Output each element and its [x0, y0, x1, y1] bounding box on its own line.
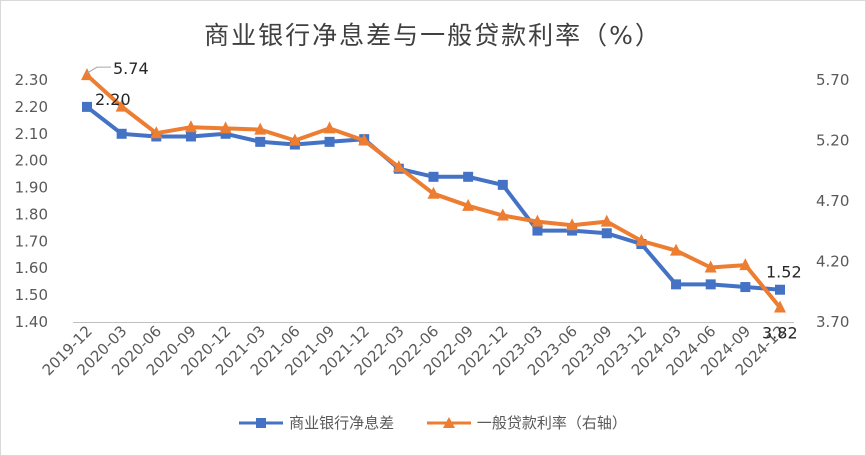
series-1-point [704, 260, 717, 273]
series-0-point [255, 136, 266, 147]
series-1-point [184, 120, 197, 133]
series-0-point [428, 171, 439, 182]
series-0-point [497, 179, 508, 190]
y-right-tick-label: 5.20 [816, 132, 849, 150]
series-1-point [358, 133, 371, 146]
series-1-point [462, 198, 475, 211]
series-0-point [532, 225, 543, 236]
y-right-tick-label: 3.70 [816, 313, 849, 331]
series-1-point [219, 121, 232, 134]
series-0-point [220, 128, 231, 139]
series-1-point [635, 233, 648, 246]
series-1-point [600, 214, 613, 227]
data-label-leader [86, 66, 111, 74]
series-0-point [601, 228, 612, 239]
y-right-tick-label: 5.70 [816, 71, 849, 89]
series-1-point [115, 99, 128, 112]
series-0-point [463, 171, 474, 182]
series-0-point [567, 225, 578, 236]
series-0-point [705, 279, 716, 290]
series-1-point [774, 300, 786, 313]
y-left-tick-label: 1.50 [15, 286, 48, 304]
y-right-tick-label: 4.70 [816, 192, 849, 210]
legend-label: 商业银行净息差 [289, 414, 395, 432]
series-1-point [427, 186, 440, 199]
series-1-point [566, 218, 579, 231]
legend-label: 一般贷款利率（右轴） [476, 414, 627, 432]
y-left-tick-label: 1.60 [15, 259, 48, 277]
y-right-tick-label: 4.20 [816, 253, 849, 271]
series-0-point [116, 128, 127, 139]
series-1-point [288, 133, 301, 146]
series-1-point [323, 121, 336, 134]
y-left-tick-label: 2.20 [15, 98, 48, 116]
series-1-point [81, 68, 93, 81]
series-1-point [496, 208, 509, 221]
y-left-tick-label: 2.10 [15, 125, 48, 143]
y-left-tick-label: 1.90 [15, 179, 48, 197]
series-0-point [324, 136, 335, 147]
legend-item-net-interest-margin: 商业银行净息差 [239, 412, 394, 433]
legend-item-loan-rate: 一般贷款利率（右轴） [426, 412, 627, 433]
data-label: 2.20 [95, 90, 131, 109]
y-left-tick-label: 1.40 [15, 313, 48, 331]
series-1-point [150, 126, 163, 139]
series-1-point [531, 214, 544, 227]
series-1-point [739, 258, 752, 271]
series-0-point [185, 131, 196, 142]
data-label: 5.74 [113, 59, 149, 78]
data-label: 1.52 [766, 263, 802, 282]
y-left-tick-label: 2.00 [15, 152, 48, 170]
series-0-point [775, 284, 785, 295]
series-0-point [82, 101, 92, 112]
series-0-point [740, 282, 751, 293]
y-left-tick-label: 1.80 [15, 205, 48, 223]
legend-swatch-triangle-icon [426, 416, 471, 428]
series-1-point [392, 160, 405, 173]
legend-swatch-square-icon [239, 417, 284, 428]
y-left-tick-label: 2.30 [15, 71, 48, 89]
series-1-point [254, 122, 267, 135]
legend: 商业银行净息差 一般贷款利率（右轴） [0, 412, 866, 434]
data-label: 3.82 [762, 323, 798, 342]
y-left-tick-label: 1.70 [15, 232, 48, 250]
series-0-point [671, 279, 682, 290]
series-1-point [670, 243, 683, 256]
chart-title: 商业银行净息差与一般贷款利率（%） [204, 21, 662, 50]
